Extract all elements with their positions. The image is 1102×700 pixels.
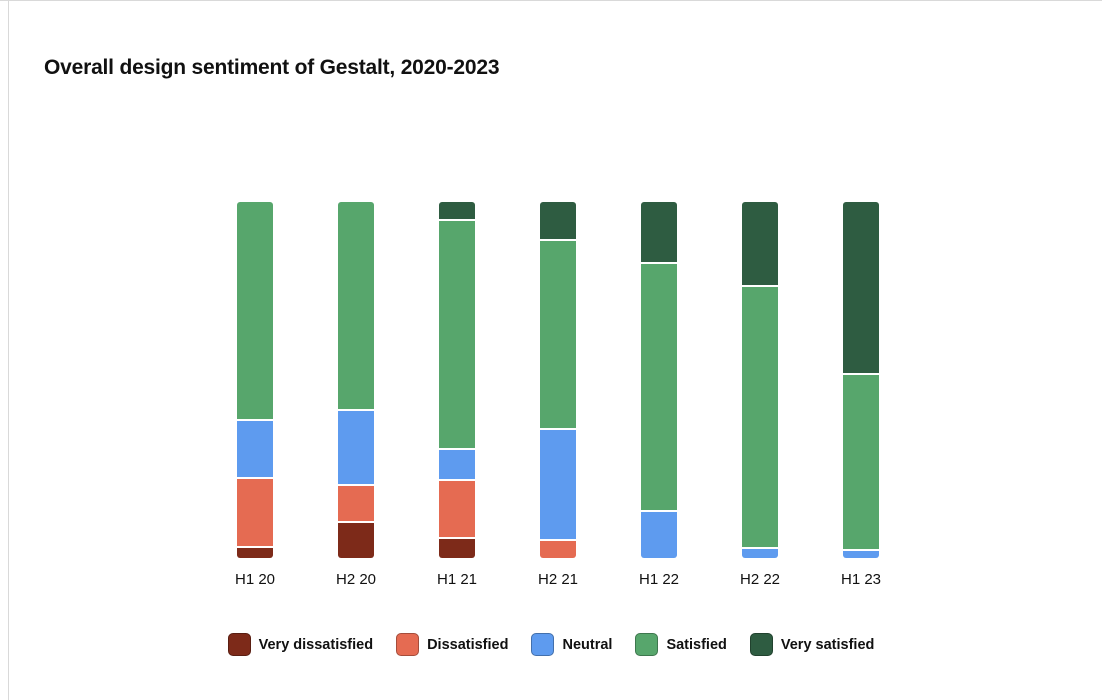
bar-stack-h1-20 xyxy=(237,202,273,558)
x-axis-label-h2-22: H2 22 xyxy=(739,571,781,588)
bar-stack-h2-21 xyxy=(540,202,576,558)
bar-segment-neutral xyxy=(237,421,273,477)
chart-legend: Very dissatisfied Dissatisfied Neutral Sati… xyxy=(0,633,1102,656)
bar-stack-h2-22 xyxy=(742,202,778,558)
bar-segment-neutral xyxy=(439,449,475,480)
bar-segment-satisfied xyxy=(641,263,677,511)
bar-stack-h1-21 xyxy=(439,202,475,558)
bar-segment-dissatisfied xyxy=(439,481,475,537)
bar-segment-satisfied xyxy=(237,202,273,419)
bar-segment-dissatisfied xyxy=(237,479,273,546)
bar-segment-neutral xyxy=(338,410,374,484)
legend-label: Neutral xyxy=(562,636,613,653)
bar-segment-neutral xyxy=(742,549,778,558)
bar-segment-very-satisfied xyxy=(540,202,576,239)
bar-segment-very-dissatisfied xyxy=(237,547,273,558)
x-axis-label-h1-20: H1 20 xyxy=(234,571,276,588)
bar-segment-dissatisfied xyxy=(540,540,576,558)
window-left-edge xyxy=(8,0,9,700)
legend-item-very-dissatisfied: Very dissatisfied xyxy=(227,633,374,656)
x-axis-label-h2-21: H2 21 xyxy=(537,571,579,588)
x-axis-label-h1-22: H1 22 xyxy=(638,571,680,588)
legend-swatch-icon xyxy=(227,633,251,656)
bar-segment-very-satisfied xyxy=(843,202,879,373)
bar-segment-satisfied xyxy=(540,240,576,428)
bar-segment-neutral xyxy=(641,512,677,558)
legend-swatch-icon xyxy=(749,633,773,656)
bar-segment-dissatisfied xyxy=(338,486,374,521)
bar-stack-h2-20 xyxy=(338,202,374,558)
legend-label: Very dissatisfied xyxy=(258,636,374,653)
legend-swatch-icon xyxy=(531,633,555,656)
bar-segment-neutral xyxy=(540,430,576,539)
bar-chart-plot xyxy=(237,202,879,558)
bar-segment-satisfied xyxy=(338,202,374,409)
bar-segment-very-dissatisfied xyxy=(338,523,374,558)
bar-stack-h1-22 xyxy=(641,202,677,558)
legend-swatch-icon xyxy=(635,633,659,656)
bar-segment-satisfied xyxy=(439,221,475,448)
bar-segment-satisfied xyxy=(742,286,778,548)
legend-item-satisfied: Satisfied xyxy=(635,633,727,656)
bar-segment-very-satisfied xyxy=(439,202,475,220)
bar-segment-very-satisfied xyxy=(742,202,778,285)
legend-item-dissatisfied: Dissatisfied xyxy=(396,633,508,656)
bar-segment-satisfied xyxy=(843,374,879,549)
bar-stack-h1-23 xyxy=(843,202,879,558)
legend-item-neutral: Neutral xyxy=(531,633,612,656)
bar-segment-very-dissatisfied xyxy=(439,538,475,558)
legend-label: Very satisfied xyxy=(780,636,875,653)
x-axis-label-h1-21: H1 21 xyxy=(436,571,478,588)
x-axis-labels: H1 20 H2 20 H1 21 H2 21 H1 22 H2 22 H1 23 xyxy=(234,571,882,588)
legend-swatch-icon xyxy=(396,633,420,656)
x-axis-label-h2-20: H2 20 xyxy=(335,571,377,588)
window-top-edge xyxy=(0,0,1102,1)
legend-item-very-satisfied: Very satisfied xyxy=(749,633,875,656)
bar-segment-neutral xyxy=(843,550,879,558)
legend-label: Satisfied xyxy=(666,636,727,653)
legend-label: Dissatisfied xyxy=(427,636,509,653)
x-axis-label-h1-23: H1 23 xyxy=(840,571,882,588)
chart-title: Overall design sentiment of Gestalt, 202… xyxy=(44,56,500,79)
bar-segment-very-satisfied xyxy=(641,202,677,262)
